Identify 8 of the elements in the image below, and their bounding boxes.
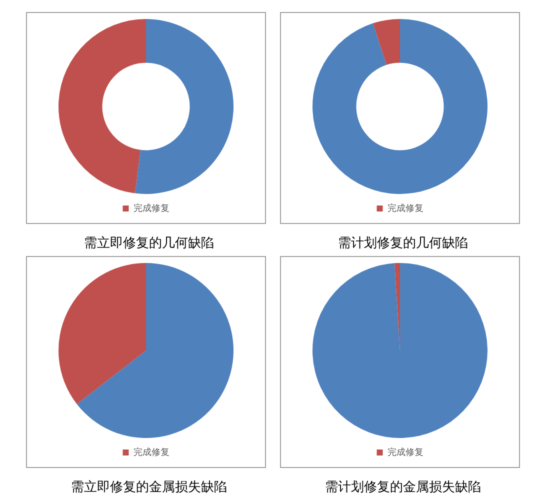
legend-label: 完成修复 — [387, 202, 424, 214]
text: 需立即修复的金属损失缺陷 — [70, 479, 228, 496]
text: 需计划修复的金属损失缺陷 — [324, 479, 482, 496]
text: 需计划修复的几何缺陷 — [337, 235, 469, 252]
legend-label: 完成修复 — [387, 446, 424, 458]
text: 需立即修复的几何缺陷 — [83, 235, 215, 252]
legend-label: 完成修复 — [133, 446, 170, 458]
legend-label: 完成修复 — [133, 202, 170, 214]
